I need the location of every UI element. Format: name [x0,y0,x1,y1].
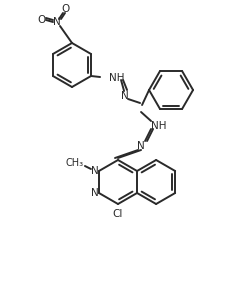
Text: N: N [53,17,61,27]
Text: O: O [61,4,69,14]
Text: N: N [91,188,99,198]
Text: NH: NH [151,121,167,131]
Text: N: N [121,91,129,101]
Text: N: N [137,141,145,151]
Text: NH: NH [109,73,125,83]
Text: Cl: Cl [113,209,123,219]
Text: N: N [91,166,99,176]
Text: O: O [38,15,46,25]
Text: CH₃: CH₃ [66,158,84,168]
